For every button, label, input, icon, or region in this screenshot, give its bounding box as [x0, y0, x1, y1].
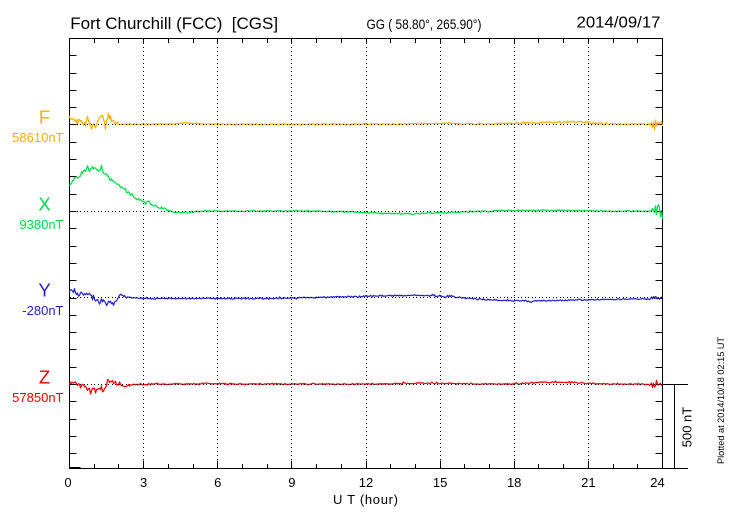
- svg-text:500 nT: 500 nT: [680, 407, 695, 448]
- svg-text:U T (hour): U T (hour): [333, 492, 398, 507]
- svg-text:57850nT: 57850nT: [12, 390, 63, 405]
- svg-text:6: 6: [214, 475, 221, 490]
- svg-text:9380nT: 9380nT: [19, 217, 63, 232]
- svg-text:24: 24: [650, 475, 664, 490]
- svg-text:Z: Z: [39, 367, 50, 388]
- svg-text:2014/09/17: 2014/09/17: [577, 15, 661, 32]
- svg-text:21: 21: [581, 475, 595, 490]
- svg-text:X: X: [38, 194, 50, 215]
- svg-text:18: 18: [507, 475, 521, 490]
- svg-text:Plotted at 2014/10/18 02:15 UT: Plotted at 2014/10/18 02:15 UT: [716, 337, 727, 464]
- svg-text:12: 12: [359, 475, 373, 490]
- svg-text:3: 3: [140, 475, 147, 490]
- svg-text:-280nT: -280nT: [22, 303, 63, 318]
- svg-text:0: 0: [64, 475, 71, 490]
- svg-text:Fort Churchill (FCC) [CGS]: Fort Churchill (FCC) [CGS]: [70, 14, 278, 33]
- svg-text:GG ( 58.80°, 265.90°): GG ( 58.80°, 265.90°): [367, 16, 482, 32]
- svg-text:F: F: [39, 107, 50, 128]
- svg-text:15: 15: [433, 475, 447, 490]
- svg-text:9: 9: [288, 475, 295, 490]
- svg-text:Y: Y: [38, 280, 50, 301]
- svg-text:58610nT: 58610nT: [12, 130, 63, 145]
